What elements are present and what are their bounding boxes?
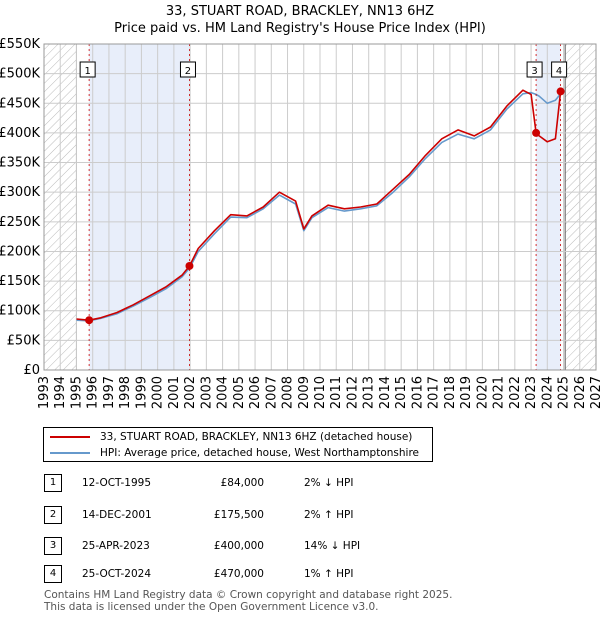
- sale-hpi-diff: 2% ↓ HPI: [304, 477, 354, 489]
- legend-item-hpi: HPI: Average price, detached house, West…: [50, 445, 419, 461]
- sale-price: £175,500: [213, 509, 264, 521]
- sale-label-number: 1: [84, 66, 90, 77]
- x-tick-label: 2008: [281, 376, 296, 409]
- x-tick-label: 2027: [589, 376, 600, 409]
- y-tick-label: £300K: [0, 185, 40, 200]
- x-tick-label: 2025: [557, 376, 572, 409]
- y-tick-label: £250K: [0, 215, 40, 230]
- sale-number-badge: 2: [44, 506, 62, 524]
- y-tick-label: £200K: [0, 244, 40, 259]
- x-tick-label: 2012: [345, 376, 360, 409]
- y-tick-label: £350K: [0, 156, 40, 171]
- sale-label-number: 3: [531, 66, 537, 77]
- sale-label-box: [551, 61, 568, 78]
- x-tick-label: 2026: [573, 376, 588, 409]
- x-tick-label: 2002: [183, 376, 198, 409]
- ownership-shade: [89, 44, 190, 370]
- property-line-swatch: [50, 436, 90, 438]
- price-chart: 33, STUART ROAD, BRACKLEY, NN13 6HZ Pric…: [0, 4, 600, 409]
- x-tick-label: 2019: [459, 376, 474, 409]
- x-tick-label: 1994: [53, 376, 68, 409]
- no-data-hatch: [565, 44, 596, 370]
- y-tick-label: £150K: [0, 274, 40, 289]
- hpi-line: [76, 90, 565, 322]
- sale-point: [556, 87, 565, 96]
- sale-label-box: [79, 61, 96, 78]
- sale-date: 12-OCT-1995: [82, 477, 151, 489]
- x-tick-label: 2016: [410, 376, 425, 409]
- x-tick-label: 1997: [102, 376, 117, 409]
- sale-date: 14-DEC-2001: [82, 509, 152, 521]
- x-tick-label: 2017: [427, 376, 442, 409]
- chart-title: 33, STUART ROAD, BRACKLEY, NN13 6HZ: [166, 4, 434, 19]
- sale-price: £400,000: [213, 540, 264, 552]
- plot-frame: [43, 43, 597, 371]
- x-tick-label: 2013: [362, 376, 377, 409]
- x-tick-label: 2003: [199, 376, 214, 409]
- x-tick-label: 2023: [524, 376, 539, 409]
- y-tick-label: £400K: [0, 126, 40, 141]
- sale-label-box: [526, 61, 543, 78]
- footer-licence: This data is licensed under the Open Gov…: [44, 601, 379, 613]
- x-tick-label: 2024: [540, 376, 555, 409]
- y-tick-label: £550K: [0, 37, 40, 52]
- sale-number-badge: 4: [44, 565, 62, 583]
- sale-price: £470,000: [213, 568, 264, 580]
- sale-hpi-diff: 14% ↓ HPI: [304, 540, 361, 552]
- sale-price: £84,000: [220, 477, 264, 489]
- x-tick-label: 2014: [378, 376, 393, 409]
- x-tick-label: 2018: [443, 376, 458, 409]
- legend-hpi-label: HPI: Average price, detached house, West…: [100, 447, 419, 459]
- legend: 33, STUART ROAD, BRACKLEY, NN13 6HZ (det…: [43, 427, 433, 462]
- y-tick-label: £500K: [0, 67, 40, 82]
- legend-item-property: 33, STUART ROAD, BRACKLEY, NN13 6HZ (det…: [50, 429, 412, 445]
- legend-property-label: 33, STUART ROAD, BRACKLEY, NN13 6HZ (det…: [100, 431, 413, 443]
- sale-number-badge: 1: [44, 474, 62, 492]
- x-tick-label: 1993: [37, 376, 52, 409]
- sale-label-number: 2: [185, 66, 191, 77]
- x-tick-label: 2004: [216, 376, 231, 409]
- x-tick-label: 1998: [118, 376, 133, 409]
- x-tick-label: 2022: [508, 376, 523, 409]
- y-tick-label: £100K: [0, 304, 40, 319]
- x-tick-label: 1996: [86, 376, 101, 409]
- sale-date: 25-APR-2023: [82, 540, 150, 552]
- x-tick-label: 2006: [248, 376, 263, 409]
- x-tick-label: 2020: [475, 376, 490, 409]
- x-tick-label: 2000: [151, 376, 166, 409]
- x-tick-label: 2021: [492, 376, 507, 409]
- sale-date: 25-OCT-2024: [82, 568, 151, 580]
- y-tick-label: £450K: [0, 96, 40, 111]
- sale-point: [185, 261, 194, 270]
- property-price-line: [76, 89, 564, 322]
- hpi-line-swatch: [50, 452, 90, 454]
- x-tick-label: 2015: [394, 376, 409, 409]
- x-tick-label: 2005: [232, 376, 247, 409]
- x-tick-label: 2009: [297, 376, 312, 409]
- footer: Contains HM Land Registry data © Crown c…: [44, 589, 452, 613]
- x-tick-label: 2010: [313, 376, 328, 409]
- chart-subtitle: Price paid vs. HM Land Registry's House …: [114, 21, 486, 36]
- x-tick-label: 2011: [329, 376, 344, 409]
- sale-label-box: [179, 61, 196, 78]
- sale-point: [532, 128, 541, 137]
- x-tick-label: 2001: [167, 376, 182, 409]
- x-tick-label: 1995: [69, 376, 84, 409]
- x-tick-label: 2007: [264, 376, 279, 409]
- sale-point: [85, 316, 94, 325]
- y-tick-label: £50K: [7, 333, 41, 348]
- y-tick-label: £0: [23, 363, 40, 378]
- sale-number-badge: 3: [44, 537, 62, 555]
- sale-hpi-diff: 1% ↑ HPI: [304, 568, 354, 580]
- x-tick-label: 1999: [134, 376, 149, 409]
- sale-label-number: 4: [556, 66, 562, 77]
- sale-hpi-diff: 2% ↑ HPI: [304, 509, 354, 521]
- footer-copyright: Contains HM Land Registry data © Crown c…: [44, 589, 453, 601]
